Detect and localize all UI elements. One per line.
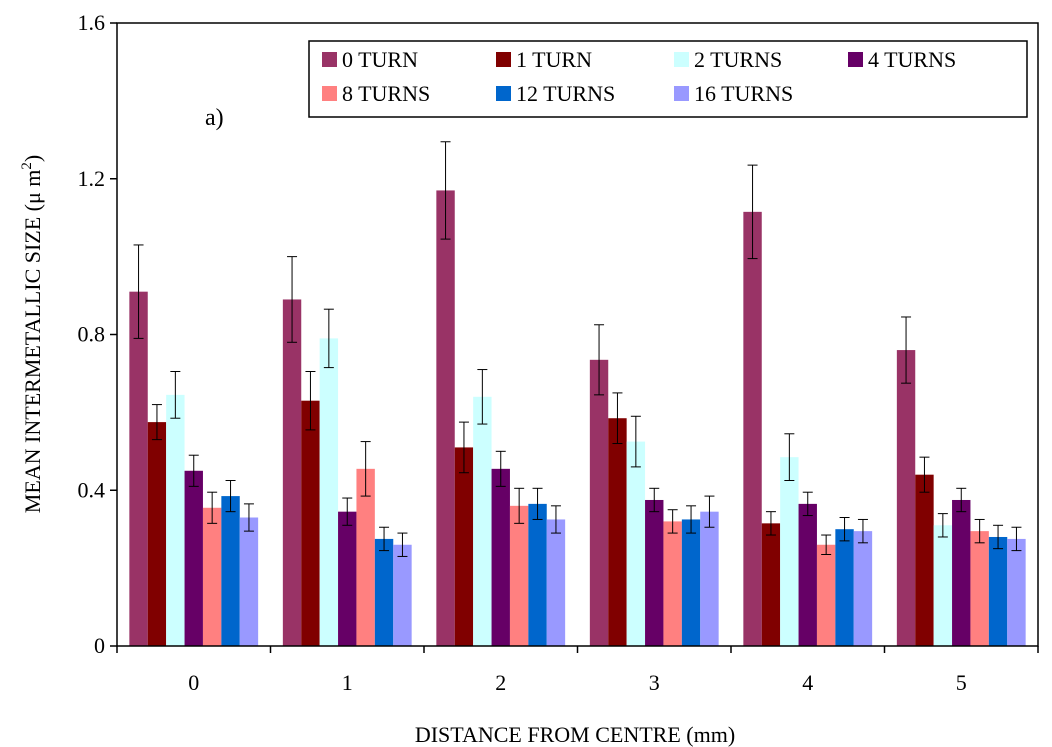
bar [491, 468, 510, 646]
bar [301, 400, 320, 646]
bar [952, 499, 971, 646]
bar [816, 544, 836, 646]
bar [608, 418, 627, 646]
bar [528, 503, 547, 646]
legend-swatch [848, 52, 863, 67]
bar [761, 523, 781, 646]
bar [184, 470, 203, 646]
bar [645, 499, 664, 646]
legend-label: 8 TURNS [342, 81, 430, 106]
bar [626, 441, 646, 646]
bar [915, 474, 934, 646]
y-tick-label: 0 [94, 633, 105, 658]
bar [147, 422, 167, 646]
bar [663, 521, 682, 646]
legend: 0 TURN 1 TURN 2 TURNS 4 TURNS 8 TURNS 12 TURN… [308, 40, 1028, 118]
y-tick-label: 1.2 [78, 166, 106, 191]
bar [933, 525, 953, 646]
legend-swatch [322, 52, 337, 67]
bar [338, 511, 357, 646]
x-tick-label: 0 [188, 670, 199, 695]
legend-swatch [496, 86, 511, 101]
bar [589, 359, 609, 646]
y-tick-label: 0.4 [78, 477, 106, 502]
bar [780, 457, 799, 646]
y-axis-ticks: 0 0.4 0.8 1.2 1.6 [78, 10, 117, 658]
bar [356, 468, 375, 646]
x-axis-ticks: 0 1 2 3 4 5 [116, 646, 1039, 695]
x-tick-label: 3 [649, 670, 660, 695]
bar [374, 538, 394, 646]
y-axis-title-superscript: 2 [19, 162, 35, 170]
bar [988, 536, 1008, 646]
bar [166, 394, 185, 646]
x-axis-title: DISTANCE FROM CENTRE (mm) [415, 722, 735, 747]
bar [282, 299, 302, 646]
legend-swatch [496, 52, 511, 67]
legend-label: 0 TURN [342, 47, 418, 72]
y-tick-label: 0.8 [78, 322, 106, 347]
bar [798, 503, 817, 646]
bar [202, 507, 222, 646]
bar [896, 350, 916, 646]
legend-label: 2 TURNS [694, 47, 782, 72]
legend-swatch [674, 86, 689, 101]
legend-label: 12 TURNS [516, 81, 615, 106]
y-axis-title-main: MEAN INTERMETALLIC SIZE (μ m [20, 170, 45, 514]
bar [743, 211, 762, 646]
bar [1007, 538, 1026, 646]
x-tick-label: 2 [495, 670, 506, 695]
bar [454, 447, 474, 646]
legend-label: 1 TURN [516, 47, 592, 72]
legend-swatch [322, 86, 337, 101]
bar [221, 496, 240, 646]
y-tick-label: 1.6 [78, 10, 106, 35]
x-tick-label: 1 [342, 670, 353, 695]
bar [853, 531, 873, 646]
bar-layer [129, 190, 1026, 646]
x-tick-label: 4 [802, 670, 813, 695]
bar [393, 544, 412, 646]
legend-label: 4 TURNS [868, 47, 956, 72]
legend-swatch [674, 52, 689, 67]
error-bar-layer [133, 141, 1022, 557]
bar [129, 291, 148, 646]
panel-annotation: a) [205, 105, 224, 131]
bar [835, 529, 854, 646]
bar [319, 338, 339, 646]
bar [239, 517, 259, 646]
y-axis-title: MEAN INTERMETALLIC SIZE (μ m2) [19, 155, 45, 513]
bar [700, 511, 719, 646]
y-axis-title-close: ) [20, 155, 45, 162]
bar [509, 505, 529, 646]
bar [473, 396, 492, 646]
bar [546, 519, 566, 646]
bar [436, 190, 455, 646]
x-tick-label: 5 [956, 670, 967, 695]
legend-frame [308, 40, 1028, 118]
bar [681, 519, 701, 646]
bar [970, 531, 989, 646]
legend-label: 16 TURNS [694, 81, 793, 106]
